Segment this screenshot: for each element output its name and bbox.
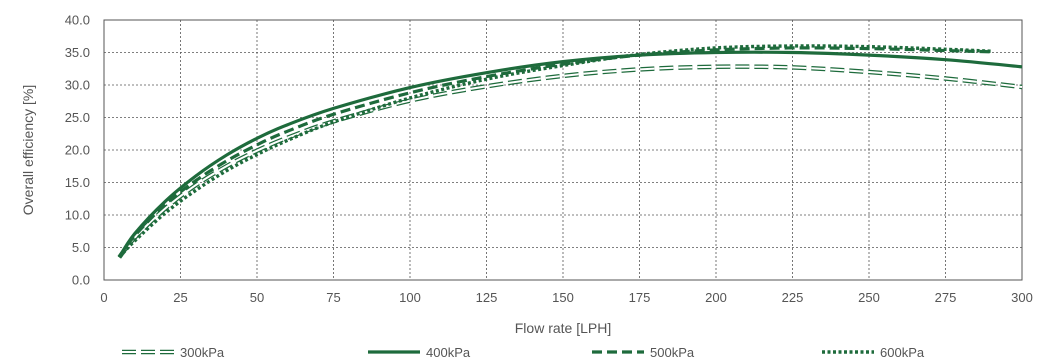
x-tick-label: 250 [858,290,880,305]
y-tick-label: 35.0 [65,45,90,60]
x-tick-label: 150 [552,290,574,305]
legend: 300kPa 400kPa 500kPa 600kPa [122,345,925,360]
series-line-1 [117,50,1023,259]
y-tick-label: 30.0 [65,78,90,93]
series-line-0-inner [118,65,1023,258]
x-tick-label: 175 [629,290,651,305]
series-line-2 [117,46,992,259]
x-tick-label: 275 [935,290,957,305]
y-tick-label: 0.0 [72,273,90,288]
x-tick-labels: 0 25 50 75 100 125 150 175 200 225 250 275 300 [100,290,1032,305]
x-tick-label: 300 [1011,290,1033,305]
y-tick-label: 15.0 [65,175,90,190]
x-axis-label: Flow rate [LPH] [515,320,611,336]
series-lines [117,44,1023,259]
legend-label-2: 500kPa [650,345,695,360]
x-tick-label: 225 [782,290,804,305]
y-tick-label: 40.0 [65,13,90,28]
y-tick-label: 25.0 [65,110,90,125]
x-tick-label: 0 [100,290,107,305]
x-tick-label: 75 [326,290,340,305]
x-tick-label: 125 [476,290,498,305]
legend-label-3: 600kPa [880,345,925,360]
legend-label-1: 400kPa [426,345,471,360]
x-tick-label: 200 [705,290,727,305]
y-tick-label: 10.0 [65,208,90,223]
y-tick-labels: 0.0 5.0 10.0 15.0 20.0 25.0 30.0 35.0 40.0 [65,13,90,288]
x-tick-label: 50 [250,290,264,305]
series-line-3 [118,44,992,259]
legend-label-0: 300kPa [180,345,225,360]
y-tick-label: 5.0 [72,240,90,255]
y-axis-label: Overall efficiency [%] [20,85,36,215]
y-tick-label: 20.0 [65,143,90,158]
x-tick-label: 25 [173,290,187,305]
grid [104,20,1022,280]
x-tick-label: 100 [399,290,421,305]
